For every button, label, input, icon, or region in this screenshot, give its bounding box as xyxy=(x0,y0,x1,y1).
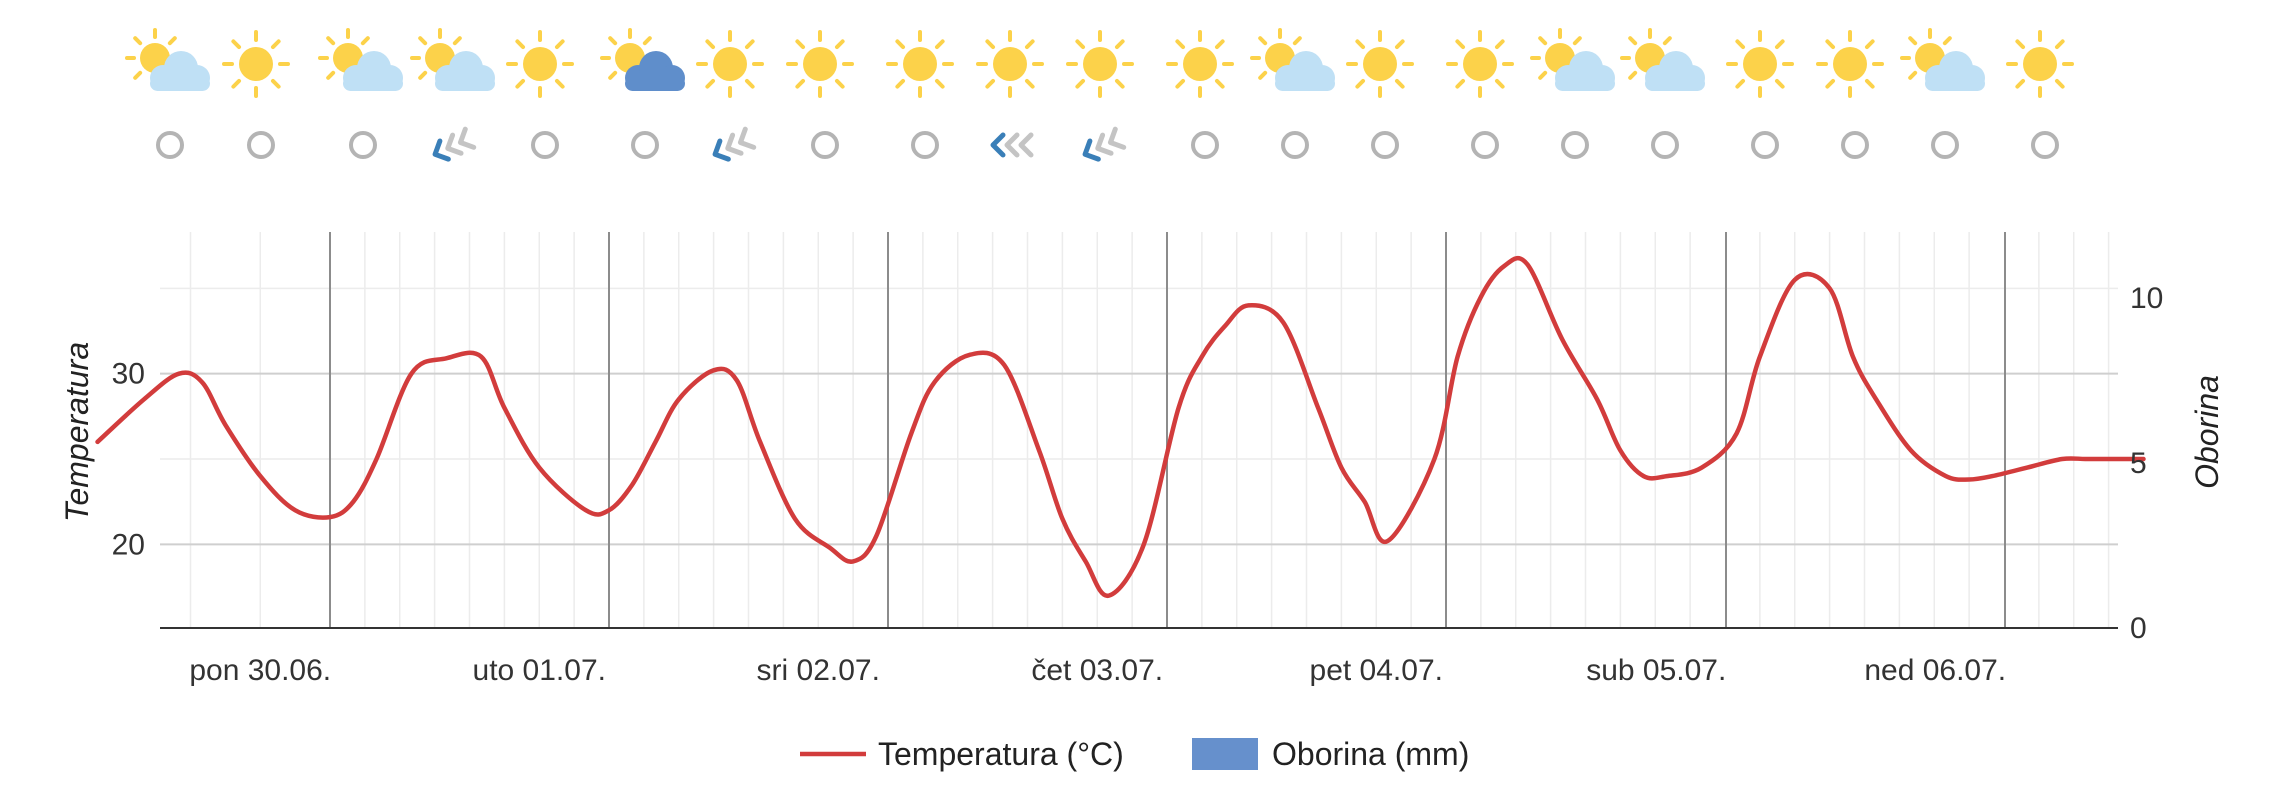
y2-axis-title: Oborina xyxy=(2189,375,2225,489)
calm-circle-icon xyxy=(531,131,559,159)
calm-circle-icon xyxy=(2031,131,2059,159)
partly-cloudy-icon xyxy=(1250,28,1335,91)
y2-tick-label: 0 xyxy=(2130,612,2147,645)
sun-icon xyxy=(1726,30,1794,98)
calm-circle-icon xyxy=(1931,131,1959,159)
partly-cloudy-icon xyxy=(318,28,403,91)
sun-icon xyxy=(1066,30,1134,98)
calm-circle-icon xyxy=(247,131,275,159)
calm-circle-icon xyxy=(1281,131,1309,159)
calm-circle-icon xyxy=(1191,131,1219,159)
y-axis-title: Temperatura xyxy=(59,342,95,522)
sun-icon xyxy=(786,30,854,98)
x-tick-label: sri 02.07. xyxy=(757,654,880,687)
wind-arrow-icon xyxy=(432,126,477,162)
legend-temperature-label[interactable]: Temperatura (°C) xyxy=(878,736,1124,772)
partly-cloudy-icon xyxy=(1620,28,1705,91)
y-tick-label: 30 xyxy=(112,358,145,391)
legend: Temperatura (°C) Oborina (mm) xyxy=(800,736,1469,772)
sun-icon xyxy=(1166,30,1234,98)
sun-icon xyxy=(2006,30,2074,98)
sun-icon xyxy=(1816,30,1884,98)
legend-precipitation-label[interactable]: Oborina (mm) xyxy=(1272,736,1469,772)
y2-tick-label: 10 xyxy=(2130,282,2163,315)
chart-grid xyxy=(160,232,2118,629)
plot-area xyxy=(95,255,2146,598)
wind-row xyxy=(156,126,2059,162)
y2-tick-label: 5 xyxy=(2130,447,2147,480)
x-tick-label: pet 04.07. xyxy=(1310,654,1443,687)
partly-cloudy-icon xyxy=(125,28,210,91)
sun-icon xyxy=(696,30,764,98)
partly-cloudy-icon xyxy=(1900,28,1985,91)
sun-icon xyxy=(506,30,574,98)
wind-arrow-icon xyxy=(712,126,757,162)
x-tick-label: uto 01.07. xyxy=(473,654,606,687)
sun-icon xyxy=(222,30,290,98)
partly-cloudy-icon xyxy=(410,28,495,91)
calm-circle-icon xyxy=(156,131,184,159)
calm-circle-icon xyxy=(1651,131,1679,159)
calm-circle-icon xyxy=(1561,131,1589,159)
calm-circle-icon xyxy=(631,131,659,159)
sun-icon xyxy=(1446,30,1514,98)
x-tick-label: pon 30.06. xyxy=(189,654,331,687)
calm-circle-icon xyxy=(1371,131,1399,159)
x-tick-label: čet 03.07. xyxy=(1031,654,1163,687)
x-tick-label: ned 06.07. xyxy=(1864,654,2006,687)
legend-precipitation-swatch[interactable] xyxy=(1192,738,1258,770)
calm-circle-icon xyxy=(1471,131,1499,159)
calm-circle-icon xyxy=(1751,131,1779,159)
sun-icon xyxy=(1346,30,1414,98)
sun-icon xyxy=(976,30,1044,98)
y-tick-label: 20 xyxy=(112,528,145,561)
calm-circle-icon xyxy=(349,131,377,159)
forecast-icons-row xyxy=(125,28,2074,98)
temperature-series-line[interactable] xyxy=(95,255,2146,598)
x-tick-label: sub 05.07. xyxy=(1586,654,1726,687)
sun-dark-cloud-icon xyxy=(600,28,685,91)
calm-circle-icon xyxy=(1841,131,1869,159)
calm-circle-icon xyxy=(811,131,839,159)
axes: Temperatura Oborina 20 30 0 5 10 pon 30.06. ut… xyxy=(59,282,2225,687)
partly-cloudy-icon xyxy=(1530,28,1615,91)
calm-circle-icon xyxy=(911,131,939,159)
wind-arrow-icon xyxy=(1082,126,1127,162)
wind-arrow-icon xyxy=(990,132,1034,158)
sun-icon xyxy=(886,30,954,98)
